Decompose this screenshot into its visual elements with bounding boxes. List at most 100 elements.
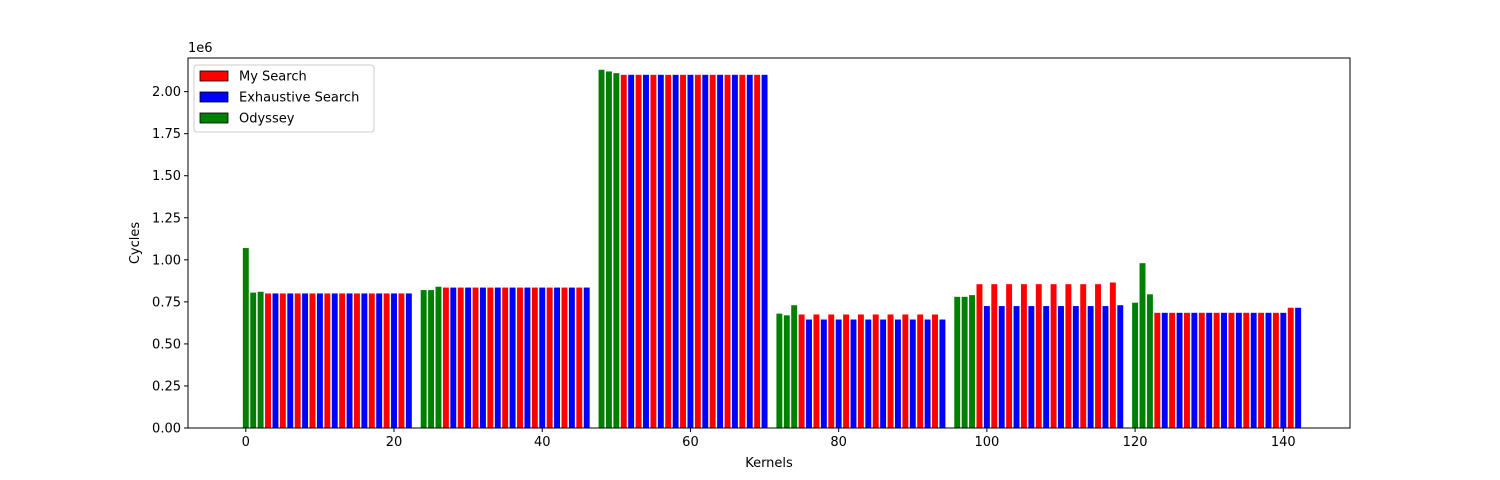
bar-odyssey-98 xyxy=(969,295,976,428)
bar-my-search-113 xyxy=(1080,284,1087,428)
bar-my-search-67 xyxy=(739,74,746,428)
bar-exhaustive-search-70 xyxy=(761,74,768,428)
bar-exhaustive-search-116 xyxy=(1102,306,1109,428)
bar-my-search-109 xyxy=(1050,284,1057,428)
bar-exhaustive-search-56 xyxy=(657,74,664,428)
y-tick-label: 0.50 xyxy=(152,337,181,352)
bar-my-search-15 xyxy=(354,293,360,428)
bar-exhaustive-search-14 xyxy=(346,293,353,428)
bar-odyssey-73 xyxy=(783,315,790,428)
bar-exhaustive-search-52 xyxy=(628,74,635,428)
bar-exhaustive-search-108 xyxy=(1043,306,1050,428)
bar-my-search-69 xyxy=(754,74,761,428)
bar-my-search-39 xyxy=(531,287,538,428)
plot-frame xyxy=(187,57,1351,429)
bar-exhaustive-search-40 xyxy=(539,287,546,428)
legend-frame xyxy=(193,64,375,133)
bar-exhaustive-search-134 xyxy=(1235,312,1242,428)
bar-my-search-55 xyxy=(650,74,657,428)
legend-label: Exhaustive Search xyxy=(239,91,359,106)
bar-exhaustive-search-68 xyxy=(746,74,753,428)
bar-my-search-101 xyxy=(991,284,998,428)
bar-my-search-45 xyxy=(576,287,583,428)
bar-exhaustive-search-22 xyxy=(405,293,412,428)
bar-exhaustive-search-16 xyxy=(361,293,368,428)
bar-exhaustive-search-132 xyxy=(1221,312,1227,428)
bar-odyssey-72 xyxy=(776,313,783,428)
bar-exhaustive-search-18 xyxy=(376,293,383,428)
y-tick-label: 0.25 xyxy=(152,379,181,394)
y-axis-label: Cycles xyxy=(128,222,143,265)
bar-my-search-29 xyxy=(457,287,464,428)
bar-my-search-133 xyxy=(1228,312,1235,428)
bar-exhaustive-search-78 xyxy=(820,319,827,428)
x-axis-ticks: 0 20 40 60 80 100 120 140 xyxy=(242,428,1296,450)
bar-exhaustive-search-58 xyxy=(672,74,679,428)
bar-group xyxy=(242,69,1302,429)
x-tick-label: 80 xyxy=(830,435,847,450)
bar-exhaustive-search-36 xyxy=(509,287,516,428)
bar-exhaustive-search-80 xyxy=(835,319,842,428)
bar-my-search-85 xyxy=(872,314,879,428)
bar-my-search-103 xyxy=(1006,284,1013,428)
bar-odyssey-97 xyxy=(961,296,968,428)
bar-my-search-7 xyxy=(294,293,301,428)
y-offset-label: 1e6 xyxy=(188,41,213,56)
bar-exhaustive-search-20 xyxy=(391,293,397,428)
bar-my-search-91 xyxy=(917,314,924,428)
x-tick-label: 140 xyxy=(1271,435,1296,450)
bar-my-search-19 xyxy=(383,293,390,428)
bar-odyssey-1 xyxy=(250,292,257,428)
bar-my-search-13 xyxy=(339,293,346,428)
x-tick-label: 100 xyxy=(974,435,999,450)
bar-odyssey-2 xyxy=(257,291,264,428)
bar-my-search-99 xyxy=(976,284,983,428)
bar-my-search-87 xyxy=(887,314,894,428)
bar-exhaustive-search-54 xyxy=(643,74,649,428)
bar-odyssey-25 xyxy=(428,290,435,428)
bar-odyssey-26 xyxy=(435,286,442,428)
bar-exhaustive-search-94 xyxy=(939,319,946,428)
bar-odyssey-122 xyxy=(1146,294,1153,428)
legend-swatch xyxy=(199,112,229,124)
legend: My Search Exhaustive Search Odyssey xyxy=(193,64,375,133)
bar-my-search-135 xyxy=(1243,312,1250,428)
bar-my-search-63 xyxy=(709,74,716,428)
bar-exhaustive-search-8 xyxy=(302,293,309,428)
y-axis-ticks: 0.00 0.25 0.50 0.75 1.00 1.25 1.50 1.75 2.00 xyxy=(152,85,188,437)
bar-odyssey-49 xyxy=(605,71,612,428)
bar-exhaustive-search-64 xyxy=(717,74,724,428)
x-tick-label: 40 xyxy=(534,435,551,450)
bar-exhaustive-search-44 xyxy=(568,287,575,428)
bar-exhaustive-search-86 xyxy=(880,319,887,428)
bar-my-search-115 xyxy=(1095,284,1101,428)
bar-odyssey-96 xyxy=(954,296,961,428)
bar-exhaustive-search-92 xyxy=(924,319,931,428)
bar-exhaustive-search-38 xyxy=(524,287,531,428)
bar-exhaustive-search-114 xyxy=(1087,306,1094,428)
bar-my-search-41 xyxy=(546,287,553,428)
x-axis-label: Kernels xyxy=(745,456,793,471)
bar-exhaustive-search-60 xyxy=(687,74,694,428)
bar-my-search-139 xyxy=(1272,312,1279,428)
bar-exhaustive-search-118 xyxy=(1117,305,1124,428)
bar-exhaustive-search-88 xyxy=(894,319,901,428)
bar-my-search-51 xyxy=(620,74,627,428)
bar-exhaustive-search-42 xyxy=(554,287,561,428)
bar-exhaustive-search-102 xyxy=(998,306,1005,428)
bar-exhaustive-search-128 xyxy=(1191,312,1198,428)
bar-my-search-77 xyxy=(813,314,820,428)
bar-my-search-21 xyxy=(398,293,405,428)
bar-exhaustive-search-126 xyxy=(1176,312,1183,428)
bar-my-search-37 xyxy=(517,287,523,428)
bar-my-search-5 xyxy=(279,293,286,428)
bar-my-search-35 xyxy=(502,287,509,428)
bar-my-search-31 xyxy=(472,287,479,428)
y-tick-label: 1.50 xyxy=(152,169,181,184)
bar-my-search-141 xyxy=(1287,307,1294,428)
x-tick-label: 120 xyxy=(1123,435,1148,450)
bar-exhaustive-search-28 xyxy=(450,287,457,428)
bar-my-search-11 xyxy=(324,293,331,428)
bar-my-search-111 xyxy=(1065,284,1072,428)
bar-exhaustive-search-4 xyxy=(272,293,279,428)
